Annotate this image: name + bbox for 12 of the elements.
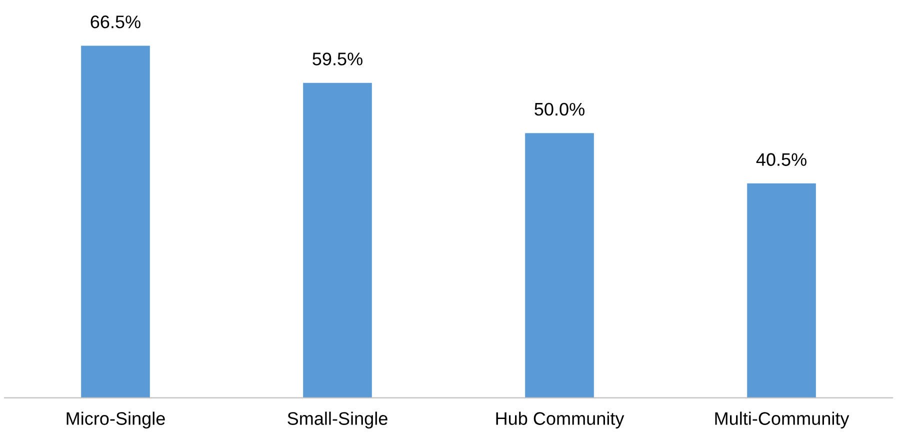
x-tick-label: Multi-Community bbox=[715, 412, 850, 429]
bar bbox=[81, 46, 150, 398]
bar bbox=[525, 133, 594, 398]
x-tick-label: Small-Single bbox=[288, 412, 388, 429]
data-label: 59.5% bbox=[312, 52, 362, 66]
bar bbox=[747, 183, 816, 398]
x-tick-label: Micro-Single bbox=[66, 412, 165, 429]
x-tick-label: Hub Community bbox=[496, 412, 624, 429]
bar bbox=[303, 82, 372, 398]
data-label: 66.5% bbox=[90, 16, 140, 28]
data-label: 40.5% bbox=[756, 153, 806, 166]
data-label: 50.0% bbox=[534, 102, 584, 116]
